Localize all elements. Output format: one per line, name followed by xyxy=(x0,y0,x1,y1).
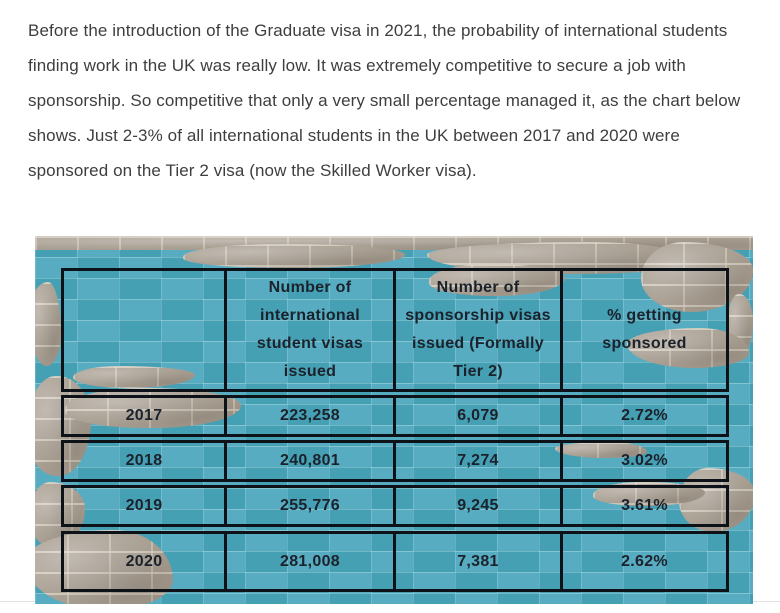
exposed-brick-patch xyxy=(73,366,195,388)
brick-wall-table-image: Number of international student visas is… xyxy=(35,236,753,604)
visa-data-table: Number of international student visas is… xyxy=(61,268,729,592)
table-row-2019: 2019 255,776 9,245 3.61% xyxy=(61,485,729,527)
header-cell-sponsorship-visas: Number of sponsorship visas issued (Form… xyxy=(396,271,563,389)
exposed-brick-patch xyxy=(555,442,647,458)
header-label: % getting sponsored xyxy=(602,307,687,352)
table-header-row: Number of international student visas is… xyxy=(61,268,729,392)
pct-sponsored-cell: 3.02% xyxy=(621,452,668,469)
pct-sponsored-cell: 2.72% xyxy=(621,407,668,424)
year-cell: 2017 xyxy=(64,398,227,434)
sponsorship-visas-cell: 7,381 xyxy=(396,534,563,589)
header-cell-pct-sponsored: % getting sponsored xyxy=(563,271,726,389)
table-row-2018: 2018 240,801 7,274 3.02% xyxy=(61,440,729,482)
header-label: Number of sponsorship visas issued (Form… xyxy=(405,279,551,380)
sponsorship-visas-cell: 9,245 xyxy=(396,488,563,524)
exposed-brick-patch xyxy=(183,244,405,268)
sponsorship-visas-cell: 6,079 xyxy=(396,398,563,434)
table-row-2020: 2020 281,008 7,381 2.62% xyxy=(61,531,729,592)
pct-sponsored-cell: 2.62% xyxy=(621,552,668,570)
intro-paragraph: Before the introduction of the Graduate … xyxy=(28,21,741,180)
header-cell-blank xyxy=(64,271,227,389)
exposed-brick-patch xyxy=(65,388,241,428)
header-label: Number of international student visas is… xyxy=(256,279,364,380)
year-cell: 2019 xyxy=(64,488,227,524)
year-cell: 2018 xyxy=(64,443,227,479)
table-row-2017: 2017 223,258 6,079 2.72% xyxy=(61,395,729,437)
year-cell: 2020 xyxy=(64,534,227,589)
header-cell-student-visas: Number of international student visas is… xyxy=(227,271,396,389)
pct-sponsored-cell: 3.61% xyxy=(621,497,668,514)
student-visas-cell: 223,258 xyxy=(227,398,396,434)
student-visas-cell: 240,801 xyxy=(227,443,396,479)
student-visas-cell: 281,008 xyxy=(227,534,396,589)
exposed-brick-patch xyxy=(35,282,61,366)
exposed-brick-patch xyxy=(679,468,753,532)
sponsorship-visas-cell: 7,274 xyxy=(396,443,563,479)
student-visas-cell: 255,776 xyxy=(227,488,396,524)
